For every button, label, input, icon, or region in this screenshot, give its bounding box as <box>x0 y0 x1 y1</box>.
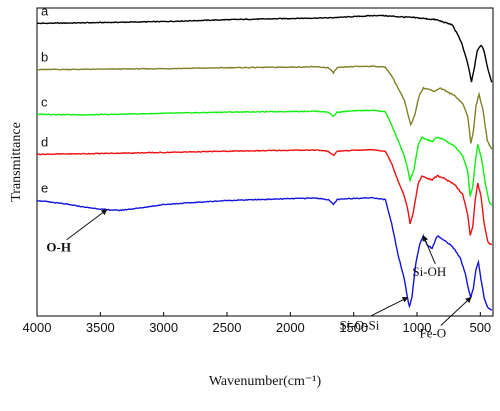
series-label-e: e <box>41 181 48 196</box>
series-line-c <box>36 109 493 206</box>
x-tick-label: 4000 <box>23 320 52 335</box>
series-line-e <box>36 196 493 311</box>
series-line-d <box>36 148 493 246</box>
series-label-b: b <box>41 50 48 65</box>
series-layer: a b c d e <box>36 3 493 311</box>
x-tick-label: 2500 <box>213 320 242 335</box>
series-label-c: c <box>41 94 48 109</box>
annotation-label: Si-O-Si <box>340 318 380 333</box>
series-line-a <box>36 14 493 83</box>
annotation-arrow <box>371 297 409 316</box>
x-axis-ticks: 4000 3500 3000 2500 2000 1500 1000 500 <box>23 312 491 335</box>
x-tick-label: 1500 <box>339 320 368 335</box>
series-line-b <box>36 65 493 150</box>
plot-frame <box>36 7 494 317</box>
x-tick-label: 3000 <box>149 320 178 335</box>
y-axis-title: Transmittance <box>9 122 24 202</box>
annotation-layer: O-H Si-OH Si-O-Si Fe-O <box>46 209 472 341</box>
x-tick-label: 1000 <box>403 320 432 335</box>
annotation-label: Fe-O <box>419 326 446 341</box>
annotation-arrow <box>422 235 436 265</box>
annotation-label: Si-OH <box>412 264 446 279</box>
annotation-arrow <box>66 209 108 241</box>
x-tick-label: 500 <box>469 320 491 335</box>
series-label-d: d <box>41 134 48 149</box>
annotation-arrow <box>440 296 472 326</box>
annotation-label: O-H <box>46 240 71 255</box>
x-axis-title: Wavenumber(cm⁻¹) <box>209 374 322 389</box>
x-tick-label: 3500 <box>86 320 115 335</box>
series-label-a: a <box>41 3 49 18</box>
x-tick-label: 2000 <box>276 320 305 335</box>
